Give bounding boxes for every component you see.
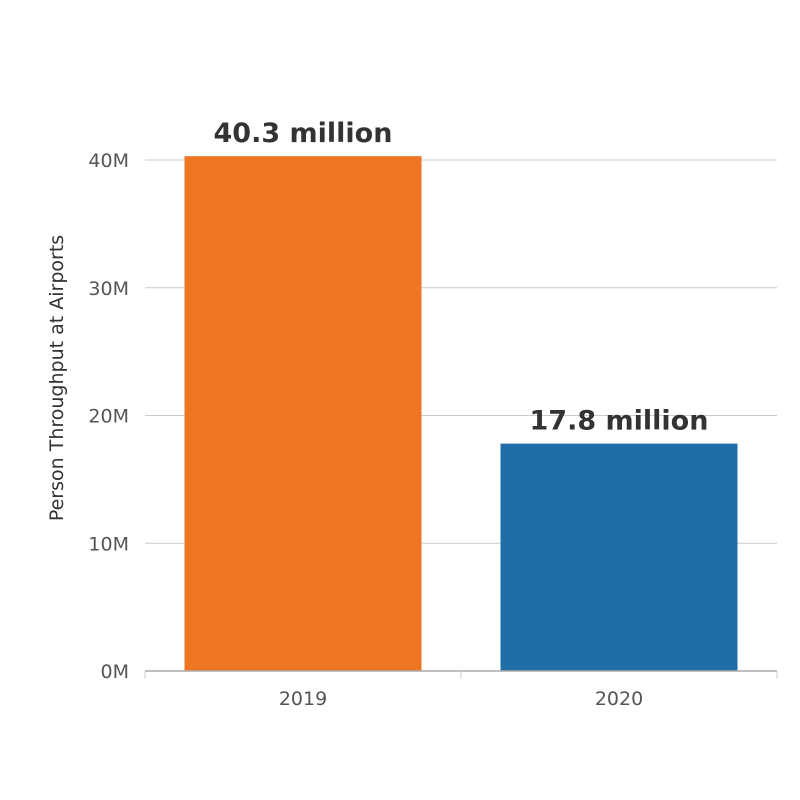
y-tick-label: 0M	[101, 661, 129, 683]
x-axis: 2019 2020	[144, 670, 778, 710]
y-tick-label: 10M	[88, 533, 129, 555]
data-labels: 40.3 million 17.8 million	[214, 118, 709, 436]
data-label-2020: 17.8 million	[530, 406, 709, 437]
data-label-2019: 40.3 million	[214, 118, 393, 149]
y-axis-ticks: 0M 10M 20M 30M 40M	[88, 150, 129, 683]
bars	[184, 156, 738, 672]
bar-2020	[500, 443, 738, 671]
y-axis-label: Person Throughput at Airports	[46, 235, 68, 521]
y-tick-label: 40M	[88, 150, 129, 172]
x-tick-label: 2019	[279, 688, 327, 710]
bar-2019	[184, 156, 422, 672]
x-tick-label: 2020	[595, 688, 643, 710]
y-tick-label: 30M	[88, 278, 129, 300]
y-tick-label: 20M	[88, 406, 129, 428]
